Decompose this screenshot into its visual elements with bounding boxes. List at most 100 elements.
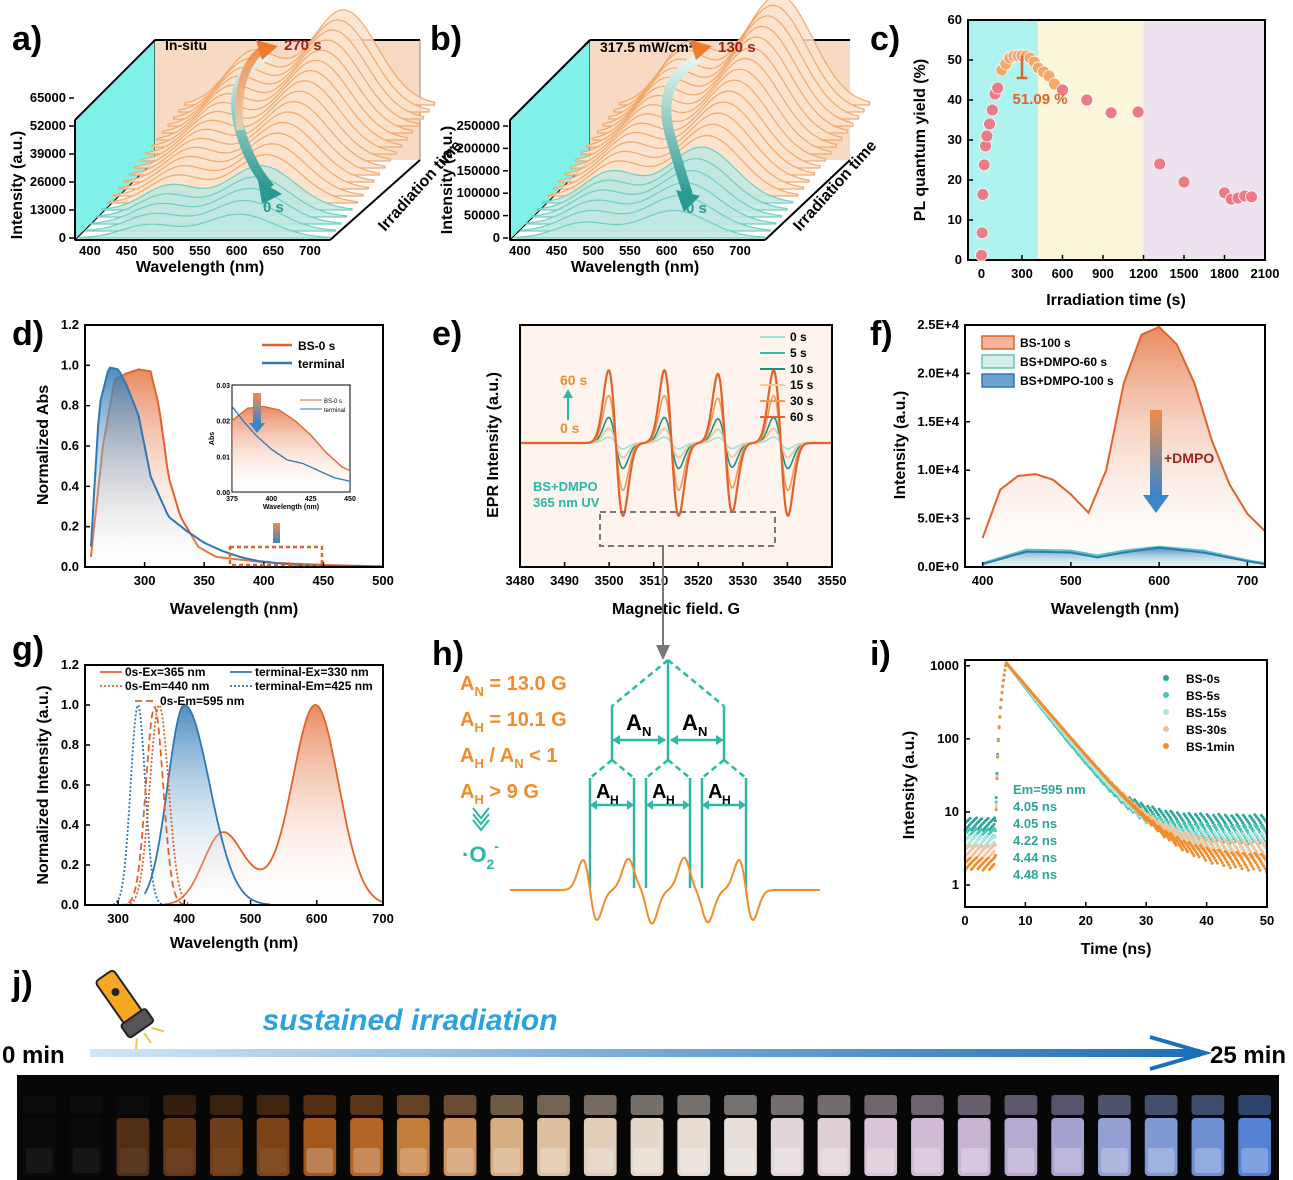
legend-label: 0s-Em=595 nm [160, 694, 244, 708]
legend-swatch [1163, 709, 1169, 715]
x-tick-label: 600 [1052, 266, 1074, 281]
inset-line-1 [231, 406, 351, 482]
panel-label-f: f) [870, 315, 893, 353]
x-tick-label: 900 [1092, 266, 1114, 281]
vial-cap [69, 1095, 103, 1115]
h-arrowhead [670, 735, 678, 745]
panel-f-ylabel: Intensity (a.u.) [892, 391, 909, 499]
y-tick-label: 1.0 [61, 697, 79, 712]
vial [1238, 1118, 1271, 1176]
legend-label: terminal-Ex=330 nm [255, 665, 369, 679]
y-tick-label: 0 [955, 252, 962, 267]
vial-cap [256, 1095, 290, 1115]
vial-cap [911, 1095, 944, 1115]
h-ah-sub: H [666, 793, 675, 807]
x-tick-label: 0 [961, 913, 968, 928]
panel-e-zoom-box [599, 511, 776, 547]
panel-d-ylabel: Normalized Abs [35, 385, 52, 505]
panel-d-xlabel: Wavelength (nm) [170, 601, 298, 618]
vial [911, 1118, 944, 1176]
vial-glow [586, 1148, 614, 1173]
x-tick-label: 400 [972, 573, 994, 588]
inset-source-box [228, 545, 324, 567]
trpl-series-2 [963, 661, 1269, 853]
legend-label: 0 s [790, 330, 807, 344]
x-tick-label: 20 [1079, 913, 1093, 928]
legend-label: BS-100 s [1020, 336, 1071, 350]
vial-cap [537, 1095, 570, 1115]
vial-glow [680, 1148, 708, 1173]
x-tick-label: 400 [509, 243, 531, 258]
h-tree-level2 [588, 778, 636, 830]
vial-cap [1238, 1095, 1271, 1115]
vial-glow [26, 1148, 53, 1173]
vial [209, 1118, 243, 1176]
vial-glow [540, 1148, 567, 1173]
vial-glow [259, 1148, 287, 1173]
f-annotation: +DMPO [1164, 450, 1214, 466]
h-splitting-tree: A H A H A HA N A N [588, 659, 748, 888]
inset-line-0 [231, 405, 351, 472]
h-an-sub: N [698, 724, 707, 739]
x-tick-label: 30 [1139, 913, 1153, 928]
vial-cap [1144, 1095, 1178, 1115]
vial-cap [630, 1095, 664, 1115]
y-tick-label: 0 [493, 230, 500, 245]
vial-cap [770, 1095, 804, 1115]
x-tick-label: 700 [1237, 573, 1259, 588]
inset-y-tick: 0.02 [216, 419, 230, 426]
panel-i-xlabel: Time (ns) [1081, 941, 1152, 958]
h-arrowhead [683, 800, 690, 810]
panel-b-start-label: 0 s [686, 200, 707, 217]
vial-glow [166, 1148, 193, 1173]
vial [770, 1118, 804, 1176]
panel-e-epr: 3480 3490 3500 3510 3520 3530 3540 3550 Magneti… [485, 324, 846, 660]
panel-f-xlabel: Wavelength (nm) [1051, 601, 1179, 618]
vial-glow [727, 1148, 754, 1173]
y-tick-label: 39000 [30, 146, 66, 161]
vial-cap [957, 1095, 991, 1115]
inset-x-tick: 450 [344, 496, 356, 503]
i-lifetime: 4.22 ns [1013, 833, 1057, 848]
y-tick-label: 60 [948, 12, 962, 27]
y-tick-label: 30 [948, 132, 962, 147]
vial-glow [1101, 1148, 1128, 1173]
vial-glow [353, 1148, 380, 1173]
y-tick-label: 20 [948, 172, 962, 187]
plqy-point [980, 129, 994, 143]
vial-cap [583, 1095, 617, 1115]
x-tick-label: 300 [1011, 266, 1033, 281]
y-tick-label: 5.0E+3 [917, 511, 959, 526]
vial-glow [1241, 1148, 1268, 1173]
x-tick-label: 1200 [1129, 266, 1158, 281]
panel-f-frame [964, 324, 1266, 568]
panel-h-splitting: AN = 13.0 G AH = 10.1 G AH / AN < 1 AH >… [460, 659, 820, 925]
vial [537, 1118, 570, 1176]
y-tick-label: 13000 [30, 202, 66, 217]
vial [1098, 1118, 1131, 1176]
h-arrowhead [739, 800, 746, 810]
x-tick-label: 450 [116, 243, 138, 258]
x-tick-label: 650 [262, 243, 284, 258]
panel-label-a: a) [12, 20, 42, 58]
x-tick-label: 450 [546, 243, 568, 258]
x-tick-label: 550 [619, 243, 641, 258]
y-tick-label: 52000 [30, 118, 66, 133]
x-tick-label: 600 [656, 243, 678, 258]
vial-cap [677, 1095, 711, 1115]
y-tick-label: 1.5E+4 [917, 414, 959, 429]
y-tick-label: 2.5E+4 [917, 317, 959, 332]
vial [303, 1118, 337, 1176]
y-tick-label: 0.4 [61, 478, 80, 493]
inset-legend-label: terminal [324, 408, 345, 414]
epr-trace-5 [520, 368, 832, 518]
y-tick-label: 100 [937, 731, 959, 746]
y-tick-label: 0.8 [61, 398, 79, 413]
legend-swatch [1163, 675, 1169, 681]
vial-cap [1051, 1095, 1085, 1115]
panel-a-ylabel: Intensity (a.u.) [9, 131, 26, 239]
vial-glow [1054, 1148, 1082, 1173]
h-arrowhead [716, 735, 724, 745]
panel-f-pl: +DMPO 400 500 600 700 0.0E+0 5.0E+3 1.0E+4 1.5E… [892, 317, 1266, 618]
panel-label-e: e) [432, 315, 462, 353]
